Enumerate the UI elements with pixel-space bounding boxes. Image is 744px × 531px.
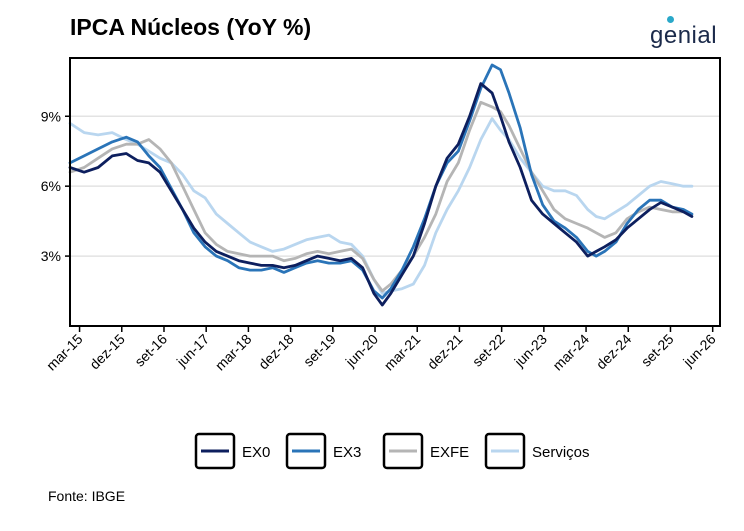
x-tick-label: mar-15 — [43, 331, 86, 374]
grid-layer — [70, 115, 720, 257]
brand-wordmark: genial — [650, 22, 718, 49]
x-tick-label: jun-20 — [342, 331, 382, 371]
x-tick-label: dez-18 — [255, 331, 297, 373]
x-tick-label: set-22 — [469, 331, 508, 370]
y-tick-label: 3% — [41, 248, 61, 264]
legend-label: EX3 — [333, 444, 361, 461]
x-tick-label: set-19 — [300, 331, 339, 370]
source-note: Fonte: IBGE — [48, 488, 126, 504]
brand-dot-icon — [667, 16, 674, 23]
series-line-servicos — [68, 117, 694, 295]
x-tick-label: dez-21 — [424, 331, 466, 373]
plot-frame — [69, 57, 721, 327]
series-line-ex0 — [68, 82, 694, 307]
series-layer — [68, 63, 694, 307]
x-tick-label: mar-21 — [381, 331, 424, 374]
x-tick-label: mar-18 — [212, 331, 255, 374]
x-tick-label: dez-24 — [593, 331, 635, 373]
legend-label: EX0 — [242, 444, 270, 461]
x-tick-label: set-25 — [638, 331, 677, 370]
chart-title: IPCA Núcleos (YoY %) — [70, 14, 312, 40]
x-tick-label: mar-24 — [550, 331, 593, 374]
series-line-exfe — [68, 100, 694, 293]
y-tick-label: 9% — [41, 108, 61, 124]
series-line-ex3 — [68, 63, 694, 300]
y-tick-label: 6% — [41, 178, 61, 194]
legend-label: EXFE — [430, 444, 469, 461]
x-axis: mar-15 dez-15 set-16 jun-17 mar-18 dez-18 set-… — [43, 326, 719, 373]
legend-item-ex0: EX0 — [194, 432, 270, 470]
legend-label: Serviços — [532, 444, 590, 461]
x-tick-label: jun-26 — [679, 331, 719, 371]
brand-logo: genial — [650, 16, 718, 50]
x-tick-label: jun-23 — [510, 331, 550, 371]
x-tick-label: dez-15 — [86, 331, 128, 373]
legend-item-exfe: EXFE — [382, 432, 469, 470]
legend-item-servicos: Serviços — [484, 432, 590, 470]
y-axis: 3% 6% 9% — [41, 108, 70, 264]
x-tick-label: jun-17 — [173, 331, 213, 371]
legend-item-ex3: EX3 — [285, 432, 361, 470]
legend: EX0 EX3 EXFE Serviços — [194, 432, 590, 470]
x-tick-label: set-16 — [131, 331, 170, 370]
